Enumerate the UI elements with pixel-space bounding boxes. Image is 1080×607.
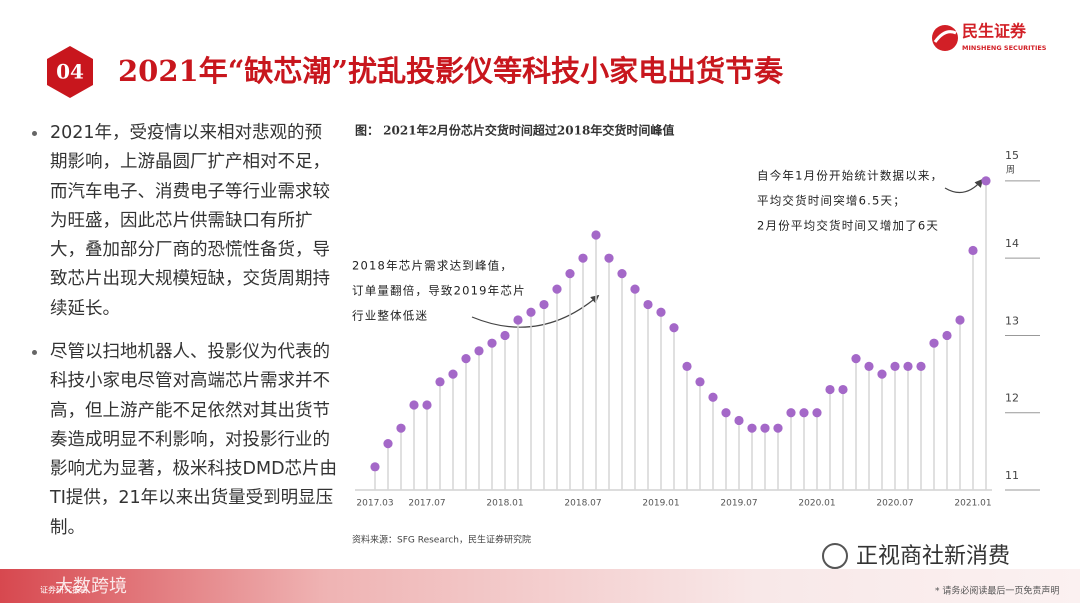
y-tick-label: 14 <box>1005 237 1019 250</box>
logo-cn: 民生证券 <box>962 22 1027 41</box>
dot <box>916 361 926 371</box>
dot <box>825 384 835 395</box>
chart-source: 资料来源：SFG Research，民生证券研究院 <box>352 534 531 546</box>
dot <box>656 307 666 317</box>
dot <box>422 400 432 410</box>
dot <box>838 384 848 395</box>
dot <box>799 408 809 418</box>
dot <box>695 377 705 387</box>
overlay-watermark: 大数跨境 <box>55 576 127 597</box>
dot <box>747 423 757 433</box>
y-unit: 周 <box>1006 164 1015 175</box>
dot <box>786 408 796 418</box>
dot <box>487 338 497 348</box>
annotation: 行业整体低迷 <box>352 309 428 323</box>
dot <box>461 354 471 364</box>
logo-swoosh <box>933 30 957 43</box>
dot <box>383 439 393 449</box>
dot <box>604 253 614 263</box>
report-tag: 证券研究报告 <box>40 585 88 595</box>
dot <box>864 361 874 371</box>
footer-band <box>0 569 1080 603</box>
annotation: 平均交货时间突增6.5天； <box>757 194 906 208</box>
x-tick-label: 2020.01 <box>798 499 835 509</box>
dot <box>539 299 549 310</box>
watermark: 正视商社新消费 <box>856 544 1010 569</box>
dot <box>929 338 939 348</box>
dot <box>565 269 575 279</box>
dot <box>526 307 536 317</box>
dot <box>591 230 601 240</box>
dot <box>877 369 887 379</box>
dot <box>396 423 406 433</box>
bullet: 2021年，受疫情以来相对悲观的预期影响，上游晶圆厂扩产相对不足，而汽车电子、消… <box>32 119 338 324</box>
dot <box>500 330 510 341</box>
wechat-icon <box>822 543 848 569</box>
y-tick-label: 15 <box>1005 149 1019 162</box>
badge-number: 04 <box>56 60 84 84</box>
dot <box>435 377 445 387</box>
annotation: 自今年1月份开始统计数据以来， <box>757 169 943 183</box>
dot <box>669 323 679 333</box>
dot <box>760 423 770 433</box>
dot <box>773 423 783 433</box>
dot <box>708 392 718 402</box>
dot <box>890 361 900 371</box>
y-tick-label: 13 <box>1005 314 1019 327</box>
x-tick-label: 2017.07 <box>408 499 445 509</box>
dot <box>513 315 523 325</box>
dot <box>812 408 822 418</box>
annotation-arrow <box>471 294 600 328</box>
logo-icon <box>932 25 958 51</box>
y-tick-label: 11 <box>1005 469 1019 482</box>
x-tick-label: 2018.01 <box>486 499 523 509</box>
dot <box>630 284 640 294</box>
dot <box>409 400 419 410</box>
disclaimer: * 请务必阅读最后一页免责声明 <box>935 585 1059 597</box>
dot <box>552 284 562 294</box>
dot <box>851 354 861 364</box>
annotation: 订单量翻倍，导致2019年芯片 <box>352 284 526 298</box>
plot: 11 12 13 14 15 周 2017.03 2017.07 2018.01 2018.07 2… <box>352 149 1040 509</box>
chart-title: 图： 2021年2月份芯片交货时间超过2018年交货时间峰值 <box>355 123 674 138</box>
dot <box>474 346 484 356</box>
dot <box>721 408 731 418</box>
x-tick-label: 2019.01 <box>642 499 679 509</box>
dot <box>643 299 653 310</box>
dot <box>734 415 744 426</box>
x-tick-label: 2018.07 <box>564 499 601 509</box>
x-tick-label: 2019.07 <box>720 499 757 509</box>
x-tick-label: 2020.07 <box>876 499 913 509</box>
badge-shape <box>47 46 93 98</box>
dot <box>955 315 965 325</box>
annotation-arrow <box>944 178 984 194</box>
dot <box>578 253 588 263</box>
y-tick-label: 12 <box>1005 392 1019 405</box>
dot <box>903 361 913 371</box>
annotation: 2月份平均交货时间又增加了6天 <box>757 219 939 233</box>
dot <box>370 462 380 472</box>
logo-en: MINSHENG SECURITIES <box>962 44 1047 52</box>
annotation: 2018年芯片需求达到峰值， <box>352 259 513 273</box>
dot <box>942 330 952 341</box>
slide-title: 2021年“缺芯潮”扰乱投影仪等科技小家电出货节奏 <box>118 54 784 88</box>
dot <box>448 369 458 379</box>
dot <box>981 176 991 186</box>
x-tick-label: 2017.03 <box>356 499 393 509</box>
bullet: 尽管以扫地机器人、投影仪为代表的科技小家电尽管对高端芯片需求并不高，但上游产能不… <box>32 338 338 543</box>
x-tick-label: 2021.01 <box>954 499 991 509</box>
dot <box>617 269 627 279</box>
dot <box>968 245 978 256</box>
dot <box>682 361 692 371</box>
